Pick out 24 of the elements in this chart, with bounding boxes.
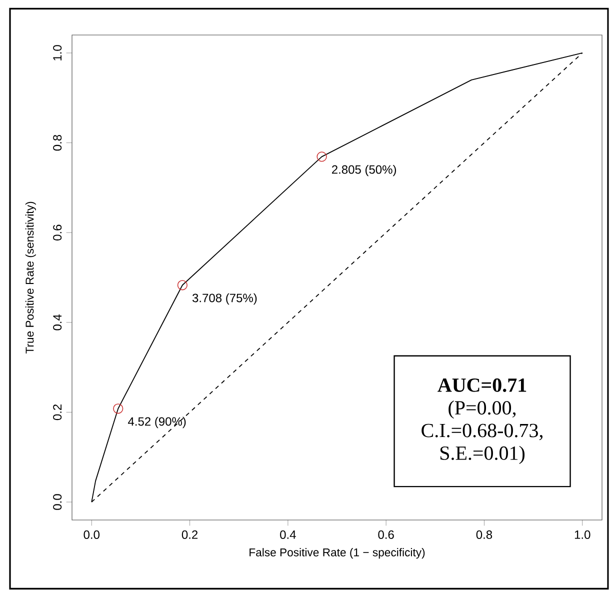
annotation: C.I.=0.68-0.73,	[422, 424, 542, 440]
data-label: 3.708 (75%)	[192, 293, 257, 305]
x-tick-label: 0.4	[280, 530, 296, 539]
point	[316, 152, 327, 162]
y-tick-label: 0.4	[53, 314, 62, 330]
y-tick-label: 0.2	[53, 404, 62, 420]
x-tick-label: 0.6	[378, 530, 394, 539]
annotation: S.E.=0.01)	[440, 446, 525, 464]
y-tick-label: 0.6	[53, 224, 62, 240]
annotation: (P=0.00,	[448, 400, 516, 419]
x-tick-label: 0.2	[182, 530, 198, 539]
data-label: 2.805 (50%)	[332, 164, 396, 176]
x-tick-label: 1.0	[574, 530, 590, 539]
y-tick-label: 0.0	[53, 494, 62, 510]
x-tick-label: 0.0	[84, 530, 100, 539]
annotation: AUC=0.71	[438, 378, 526, 392]
y-tick-label: 0.8	[53, 134, 62, 151]
x-tick-label: 0.8	[476, 530, 492, 539]
y-tick-label: 1.0	[53, 45, 62, 60]
y-axis-title: True Positive Rate (sensitivity)	[25, 202, 36, 354]
point	[177, 280, 188, 290]
x-axis-title: False Positive Rate (1 − specificity)	[250, 548, 425, 559]
point	[113, 404, 124, 414]
data-label: 4.52 (90%)	[128, 416, 186, 428]
